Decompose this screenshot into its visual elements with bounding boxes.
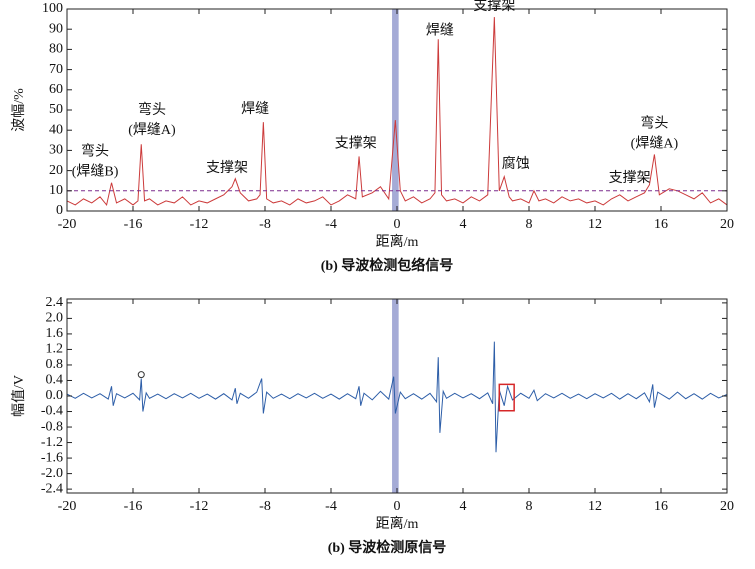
x-tick-label: -16 — [124, 217, 143, 232]
y-tick-label: -0.4 — [41, 404, 63, 419]
annotation: 弯头 — [138, 101, 166, 118]
x-tick-label: 20 — [720, 499, 734, 514]
y-axis-label: 波幅/% — [11, 88, 27, 132]
y-tick-label: -0.8 — [41, 419, 63, 434]
y-tick-label: 60 — [49, 82, 63, 97]
annotation: 腐蚀 — [502, 155, 530, 172]
signal-line — [66, 341, 728, 453]
annotation: (焊缝A) — [631, 135, 679, 151]
x-tick-label: -12 — [190, 499, 209, 514]
annotation: 支撑架 — [609, 170, 651, 186]
annotation: 焊缝 — [426, 22, 454, 38]
y-tick-label: 0 — [56, 203, 63, 218]
y-axis-label: 幅值/V — [11, 375, 27, 417]
x-tick-label: 20 — [720, 217, 734, 232]
y-tick-label: 70 — [49, 62, 63, 77]
x-tick-label: 12 — [588, 499, 602, 514]
annotation: (焊缝B) — [72, 164, 119, 180]
y-tick-label: 30 — [49, 143, 63, 158]
y-tick-label: 80 — [49, 42, 63, 57]
annotation: 支撑架 — [335, 136, 377, 152]
y-tick-label: -1.6 — [41, 450, 63, 465]
highlight-band — [392, 9, 399, 211]
y-tick-label: 90 — [49, 21, 63, 36]
x-tick-label: -8 — [259, 499, 271, 514]
marker — [137, 371, 145, 379]
signal-line — [66, 17, 728, 207]
annotation: 弯头 — [640, 114, 668, 131]
y-tick-label: -2.0 — [41, 466, 63, 481]
annotation: 支撑架 — [206, 160, 248, 176]
x-tick-label: 12 — [588, 217, 602, 232]
x-tick-label: 4 — [460, 499, 467, 514]
y-tick-label: 0.8 — [46, 357, 64, 372]
y-tick-label: 2.0 — [46, 311, 64, 326]
x-axis-label: 距离/m — [376, 515, 419, 532]
x-tick-label: -16 — [124, 499, 143, 514]
y-tick-label: 0.0 — [46, 388, 64, 403]
y-tick-label: 20 — [49, 163, 63, 178]
y-tick-label: 0.4 — [46, 373, 64, 388]
annotation: 弯头 — [81, 143, 109, 160]
y-tick-label: 1.6 — [46, 326, 64, 341]
x-tick-label: 0 — [394, 217, 401, 232]
x-tick-label: 16 — [654, 217, 668, 232]
x-tick-label: -4 — [325, 499, 337, 514]
x-tick-label: 8 — [526, 217, 533, 232]
highlight-band — [392, 299, 399, 493]
x-tick-label: -12 — [190, 217, 209, 232]
x-tick-label: 8 — [526, 499, 533, 514]
y-tick-label: 1.2 — [46, 342, 64, 357]
y-tick-label: 10 — [49, 183, 63, 198]
x-tick-label: 4 — [460, 217, 467, 232]
y-tick-label: 40 — [49, 122, 63, 137]
y-tick-label: 50 — [49, 102, 63, 117]
y-tick-label: 2.4 — [46, 295, 64, 310]
x-axis-label: 距离/m — [376, 233, 419, 250]
x-tick-label: 16 — [654, 499, 668, 514]
annotation: 支撑架 — [473, 0, 515, 14]
highlight-box — [498, 383, 515, 412]
annotation: 焊缝 — [241, 101, 269, 117]
caption: (b) 导波检测原信号 — [328, 539, 447, 556]
annotation: (焊缝A) — [128, 122, 176, 138]
x-tick-label: -20 — [58, 217, 77, 232]
x-tick-label: -8 — [259, 217, 271, 232]
y-tick-label: -1.2 — [41, 435, 63, 450]
y-tick-label: 100 — [42, 1, 63, 16]
caption: (b) 导波检测包络信号 — [321, 257, 454, 274]
x-tick-label: 0 — [394, 499, 401, 514]
y-tick-label: -2.4 — [41, 481, 63, 496]
x-tick-label: -20 — [58, 499, 77, 514]
x-tick-label: -4 — [325, 217, 337, 232]
